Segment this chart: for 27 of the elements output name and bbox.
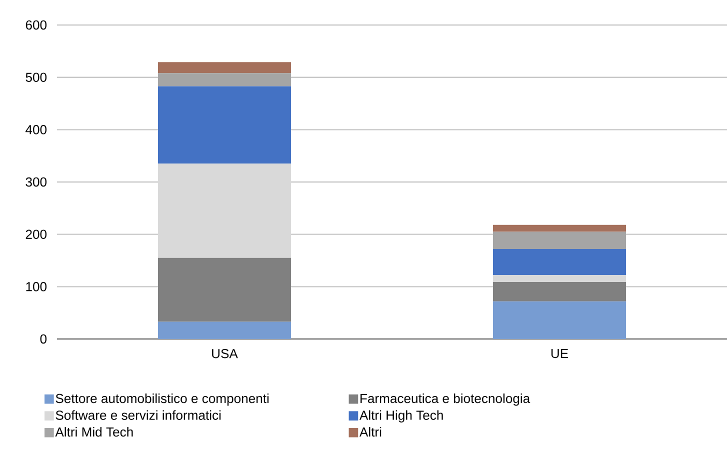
bar [493, 301, 626, 339]
bar [493, 275, 626, 282]
x-tick-label: UE [551, 348, 568, 358]
y-tick-label: 500 [26, 72, 47, 82]
y-tick-label: 100 [26, 282, 47, 292]
y-tick-label: 300 [26, 177, 47, 187]
bar [158, 322, 292, 339]
bar [493, 232, 626, 249]
bar [158, 73, 292, 86]
legend-label: Altri [359, 427, 382, 437]
legend-label: Settore automobilistico e componenti [56, 394, 269, 406]
y-tick-label: 400 [26, 125, 47, 134]
y-tick-label: 0 [40, 334, 47, 344]
bar [158, 164, 292, 258]
bar [493, 224, 626, 232]
bar [493, 282, 626, 302]
y-tick-label: 200 [26, 230, 47, 239]
y-tick-label: 600 [26, 20, 47, 30]
bar [158, 258, 292, 322]
bar [158, 62, 292, 74]
legend-label: Software e servizi informatici [56, 410, 221, 420]
legend-label: Altri High Tech [359, 410, 443, 422]
bar [158, 86, 292, 164]
legend-label: Altri Mid Tech [55, 427, 133, 437]
x-tick-label: USA [212, 348, 238, 358]
bar [493, 248, 626, 276]
legend-label: Farmaceutica e biotecnologia [360, 394, 530, 406]
